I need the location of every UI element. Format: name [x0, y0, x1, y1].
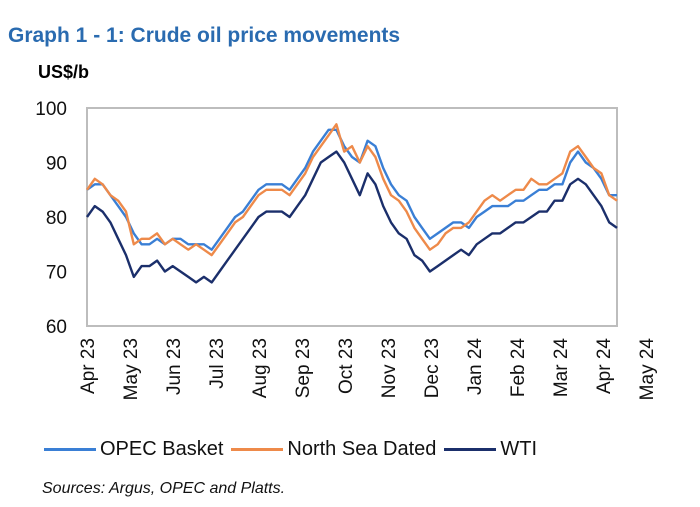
x-tick-label: May 24	[637, 338, 658, 401]
y-tick-label: 100	[35, 99, 67, 120]
legend-label: North Sea Dated	[287, 438, 437, 460]
x-tick-label: Jul 23	[207, 338, 228, 389]
source-note: Sources: Argus, OPEC and Platts.	[42, 480, 286, 497]
series-line-opec-basket	[86, 128, 617, 251]
x-tick-label: Feb 24	[508, 338, 529, 398]
y-tick-label: 70	[46, 263, 67, 284]
x-tick-label: Jun 23	[164, 338, 185, 395]
legend-label: WTI	[500, 438, 538, 460]
y-tick-label: 60	[46, 317, 67, 338]
series-line-north-sea-dated	[86, 123, 618, 257]
legend-item-opec: OPEC Basket	[44, 438, 223, 461]
x-tick-label: Jan 24	[465, 338, 486, 395]
legend-swatch	[444, 448, 497, 451]
y-axis-label: US$/b	[38, 62, 90, 82]
x-tick-label: Apr 23	[78, 338, 99, 394]
x-tick-label: Oct 23	[336, 338, 357, 394]
x-tick-label: Mar 24	[551, 338, 572, 398]
x-tick-label: Apr 24	[594, 338, 615, 394]
legend: OPEC Basket North Sea Dated WTI	[44, 438, 545, 461]
x-tick-label: Sep 23	[293, 338, 314, 398]
x-tick-label: Dec 23	[422, 338, 443, 398]
series-line-wti	[86, 150, 618, 284]
x-tick-label: Aug 23	[250, 338, 271, 398]
legend-label: OPEC Basket	[100, 438, 224, 460]
y-tick-label: 90	[46, 154, 67, 175]
legend-item-wti: WTI	[444, 438, 537, 461]
plot-frame	[86, 107, 618, 327]
legend-swatch	[44, 448, 96, 451]
y-tick-label: 80	[46, 208, 67, 229]
x-tick-label: Nov 23	[379, 338, 400, 398]
chart-title: Graph 1 - 1: Crude oil price movements	[8, 24, 401, 47]
legend-item-north-sea: North Sea Dated	[231, 438, 436, 461]
x-tick-label: May 23	[121, 338, 142, 400]
legend-swatch	[231, 448, 284, 451]
